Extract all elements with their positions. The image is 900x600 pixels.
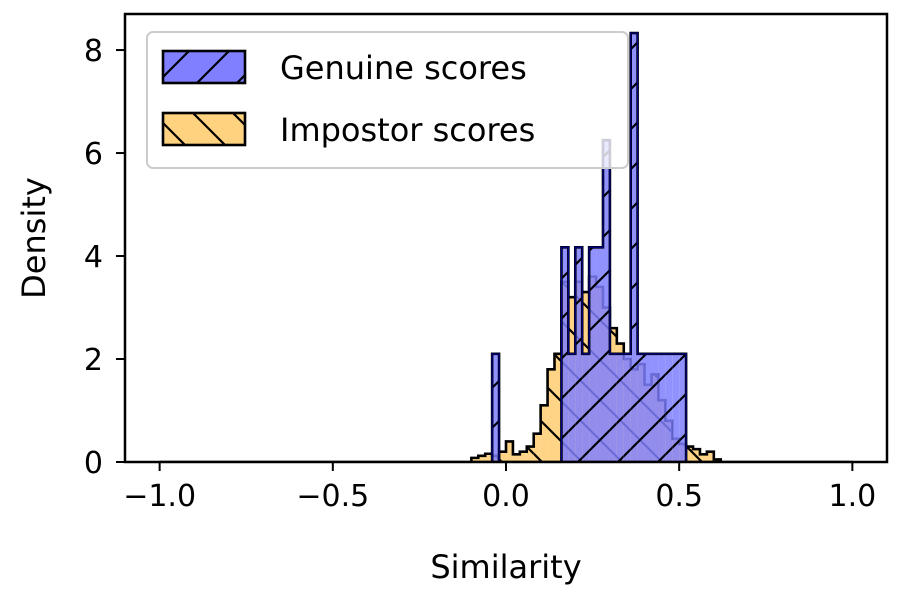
genuine-bar: [658, 353, 666, 462]
impostor-bar: [554, 353, 562, 462]
y-axis: 0 2 4 6 8: [84, 34, 125, 481]
genuine-bar: [616, 353, 624, 462]
impostor-bar: [499, 451, 506, 462]
genuine-inner-outline: [491, 32, 687, 462]
genuine-bar: [602, 140, 610, 462]
impostor-bar: [485, 453, 493, 462]
impostor-bar: [540, 405, 548, 462]
impostor-bar: [706, 451, 714, 462]
genuine-bar: [672, 353, 680, 462]
legend-entry-genuine: Genuine scores: [161, 49, 527, 87]
impostor-bar: [478, 455, 486, 462]
impostor-bar: [693, 449, 700, 462]
x-axis-title: Similarity: [430, 548, 581, 586]
legend-label-genuine: Genuine scores: [280, 49, 527, 87]
impostor-bar: [471, 457, 479, 462]
genuine-bar: [644, 353, 652, 462]
impostor-bar: [686, 446, 694, 462]
genuine-bar: [589, 247, 597, 462]
y-tick-label: 8: [84, 34, 103, 69]
impostor-bar: [526, 446, 534, 462]
x-tick-label: −0.5: [296, 479, 369, 514]
genuine-bar: [623, 353, 631, 462]
genuine-bar: [561, 247, 569, 462]
impostor-bar: [699, 454, 707, 462]
legend-box: [146, 31, 629, 169]
genuine-bar: [609, 353, 617, 462]
legend-entry-impostor: Impostor scores: [161, 111, 535, 149]
genuine-bar: [596, 247, 603, 462]
plot-area: [159, 31, 853, 462]
impostor-bar: [512, 454, 520, 462]
genuine-bars: [490, 31, 688, 462]
genuine-bar: [568, 353, 576, 462]
y-tick-label: 0: [84, 446, 103, 481]
genuine-bar: [665, 353, 673, 462]
legend: Genuine scores Impostor scores: [146, 31, 629, 169]
impostor-bar: [547, 369, 555, 462]
impostor-bar: [533, 433, 541, 462]
x-tick-label: 0.0: [482, 479, 530, 514]
x-tick-label: 0.5: [655, 479, 703, 514]
x-tick-label: 1.0: [829, 479, 877, 514]
y-axis-title: Density: [15, 177, 53, 299]
genuine-bar: [651, 353, 659, 462]
y-tick-label: 2: [84, 343, 103, 378]
legend-label-impostor: Impostor scores: [280, 111, 535, 149]
impostor-bar: [506, 441, 513, 462]
genuine-bar: [492, 353, 500, 462]
genuine-bar: [630, 33, 638, 462]
genuine-bar: [679, 353, 687, 462]
x-tick-label: −1.0: [123, 479, 196, 514]
impostor-bar: [519, 451, 527, 462]
genuine-bar: [637, 353, 645, 462]
genuine-bar: [575, 247, 583, 462]
genuine-bar: [582, 353, 590, 462]
x-axis: −1.0 −0.5 0.0 0.5 1.0: [123, 462, 876, 514]
y-tick-label: 6: [84, 137, 103, 172]
y-tick-label: 4: [84, 240, 103, 275]
